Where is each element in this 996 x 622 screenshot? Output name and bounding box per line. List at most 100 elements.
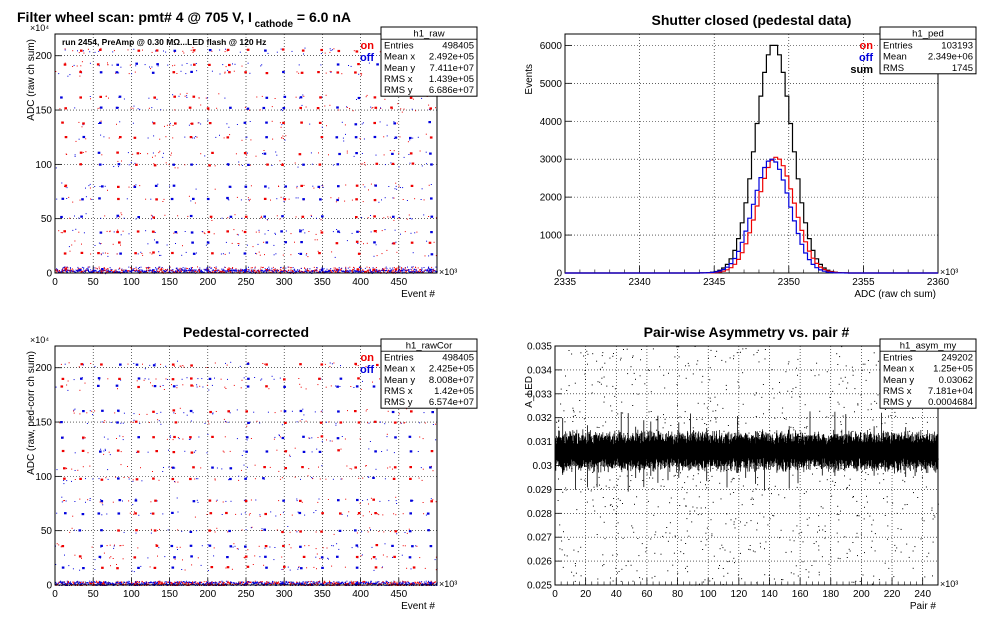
band-column	[612, 436, 613, 469]
data-point	[238, 164, 240, 166]
data-point	[145, 267, 147, 269]
baseline-point	[161, 271, 163, 273]
baseline-point	[104, 269, 106, 272]
band-column	[604, 437, 605, 472]
data-point	[279, 435, 280, 437]
baseline-point	[123, 581, 126, 583]
plateau-point	[171, 251, 174, 255]
band-column	[684, 436, 685, 461]
data-point	[321, 185, 323, 186]
baseline-point	[272, 270, 274, 272]
data-point	[246, 466, 248, 468]
band-column	[625, 442, 627, 464]
data-point	[371, 546, 373, 548]
data-point	[313, 566, 315, 568]
plateau-point	[174, 122, 177, 125]
data-point	[192, 52, 194, 53]
data-point	[384, 543, 386, 545]
data-point	[163, 467, 164, 468]
data-point	[346, 107, 348, 108]
band-column	[744, 438, 746, 468]
data-point	[428, 270, 430, 272]
stats-box	[380, 338, 478, 409]
baseline-point	[348, 582, 350, 585]
data-point	[303, 95, 305, 97]
data-point	[326, 547, 328, 549]
baseline-point	[251, 270, 253, 272]
data-point	[112, 243, 114, 245]
band-column	[702, 433, 704, 470]
data-point	[301, 104, 303, 106]
baseline-point	[212, 582, 214, 584]
plot-frame	[564, 33, 939, 274]
baseline-point	[113, 583, 115, 586]
data-point	[396, 503, 398, 504]
data-point	[184, 231, 186, 232]
data-point	[80, 268, 82, 270]
data-point	[422, 468, 424, 470]
plateau-point	[64, 184, 68, 187]
data-point	[424, 567, 426, 569]
data-point	[224, 386, 226, 388]
data-point	[333, 581, 335, 583]
baseline-point	[99, 270, 101, 272]
data-point	[215, 271, 217, 273]
band-column	[772, 434, 773, 464]
baseline-point	[136, 583, 138, 585]
data-point	[363, 243, 364, 245]
band-column	[593, 443, 595, 465]
data-point	[344, 581, 346, 583]
baseline-point	[181, 269, 183, 271]
baseline-point	[109, 271, 111, 273]
plateau-point	[172, 184, 176, 187]
data-point	[121, 160, 122, 162]
baseline-point	[143, 582, 146, 584]
data-point	[235, 270, 237, 272]
data-point	[156, 500, 158, 502]
data-point	[145, 582, 147, 584]
data-point	[78, 217, 80, 219]
plateau-point	[99, 106, 103, 109]
data-point	[75, 269, 77, 271]
baseline-point	[72, 581, 74, 583]
band-column	[729, 439, 731, 461]
plateau-point	[339, 377, 343, 380]
data-point	[113, 545, 115, 547]
data-point	[353, 50, 355, 52]
plateau-point	[172, 385, 176, 388]
data-point	[243, 499, 245, 501]
data-point	[345, 582, 347, 583]
plateau-point	[373, 199, 377, 202]
baseline-point	[347, 270, 349, 272]
data-point	[81, 126, 83, 128]
data-point	[426, 240, 428, 242]
band-column	[593, 435, 594, 473]
band-column	[623, 440, 624, 463]
band-column	[599, 433, 600, 463]
plateau-point	[263, 528, 266, 531]
plateau-point	[283, 385, 286, 388]
data-point	[207, 433, 209, 435]
stats-row-value: 1.439e+05	[429, 74, 474, 85]
band-column	[665, 439, 667, 463]
data-point	[177, 437, 179, 438]
baseline-point	[289, 583, 291, 585]
plateau-point	[336, 198, 339, 202]
baseline-point	[418, 270, 420, 273]
baseline-point	[364, 271, 366, 273]
data-point	[132, 107, 134, 109]
data-point	[359, 270, 361, 272]
data-point	[358, 266, 360, 268]
baseline-point	[98, 582, 100, 584]
data-point	[149, 252, 151, 254]
band-column	[759, 437, 761, 460]
data-point	[64, 49, 66, 51]
plateau-point	[409, 96, 413, 99]
baseline-point	[417, 581, 419, 583]
baseline-point	[218, 269, 220, 272]
data-point	[132, 268, 134, 270]
baseline-point	[309, 583, 312, 585]
baseline-point	[434, 270, 436, 272]
band-column	[591, 436, 593, 461]
data-point	[355, 271, 357, 273]
